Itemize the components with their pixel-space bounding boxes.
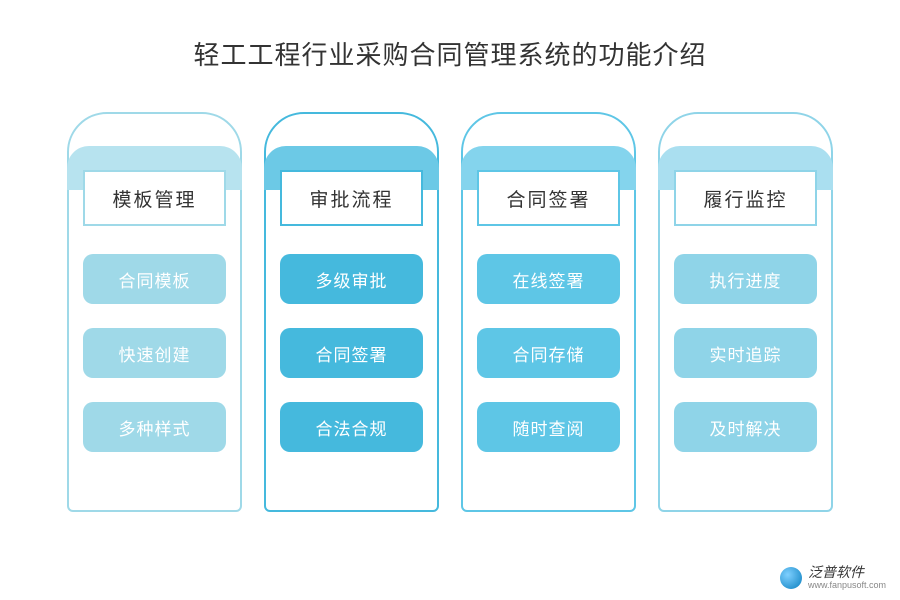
card-header-label: 履行监控 (674, 170, 817, 226)
card-header-label: 合同签署 (477, 170, 620, 226)
watermark-name: 泛普软件 (808, 565, 886, 579)
watermark-logo-icon (780, 567, 802, 589)
feature-item: 多种样式 (83, 402, 226, 452)
feature-item: 合同存储 (477, 328, 620, 378)
feature-item: 快速创建 (83, 328, 226, 378)
feature-item: 合法合规 (280, 402, 423, 452)
feature-item: 实时追踪 (674, 328, 817, 378)
feature-item: 合同签署 (280, 328, 423, 378)
feature-item: 执行进度 (674, 254, 817, 304)
watermark: 泛普软件 www.fanpusoft.com (780, 565, 886, 590)
feature-item: 随时查阅 (477, 402, 620, 452)
card-items: 合同模板 快速创建 多种样式 (83, 254, 226, 452)
card-header-label: 审批流程 (280, 170, 423, 226)
card-items: 多级审批 合同签署 合法合规 (280, 254, 423, 452)
page-title: 轻工工程行业采购合同管理系统的功能介绍 (0, 0, 900, 72)
feature-card: 审批流程 多级审批 合同签署 合法合规 (264, 112, 439, 512)
feature-item: 在线签署 (477, 254, 620, 304)
card-items: 在线签署 合同存储 随时查阅 (477, 254, 620, 452)
feature-item: 及时解决 (674, 402, 817, 452)
card-header-label: 模板管理 (83, 170, 226, 226)
feature-item: 多级审批 (280, 254, 423, 304)
columns-container: 模板管理 合同模板 快速创建 多种样式 审批流程 多级审批 合同签署 合法合规 … (0, 112, 900, 512)
feature-card: 模板管理 合同模板 快速创建 多种样式 (67, 112, 242, 512)
feature-item: 合同模板 (83, 254, 226, 304)
watermark-url: www.fanpusoft.com (808, 581, 886, 590)
card-items: 执行进度 实时追踪 及时解决 (674, 254, 817, 452)
watermark-text: 泛普软件 www.fanpusoft.com (808, 565, 886, 590)
feature-card: 履行监控 执行进度 实时追踪 及时解决 (658, 112, 833, 512)
feature-card: 合同签署 在线签署 合同存储 随时查阅 (461, 112, 636, 512)
